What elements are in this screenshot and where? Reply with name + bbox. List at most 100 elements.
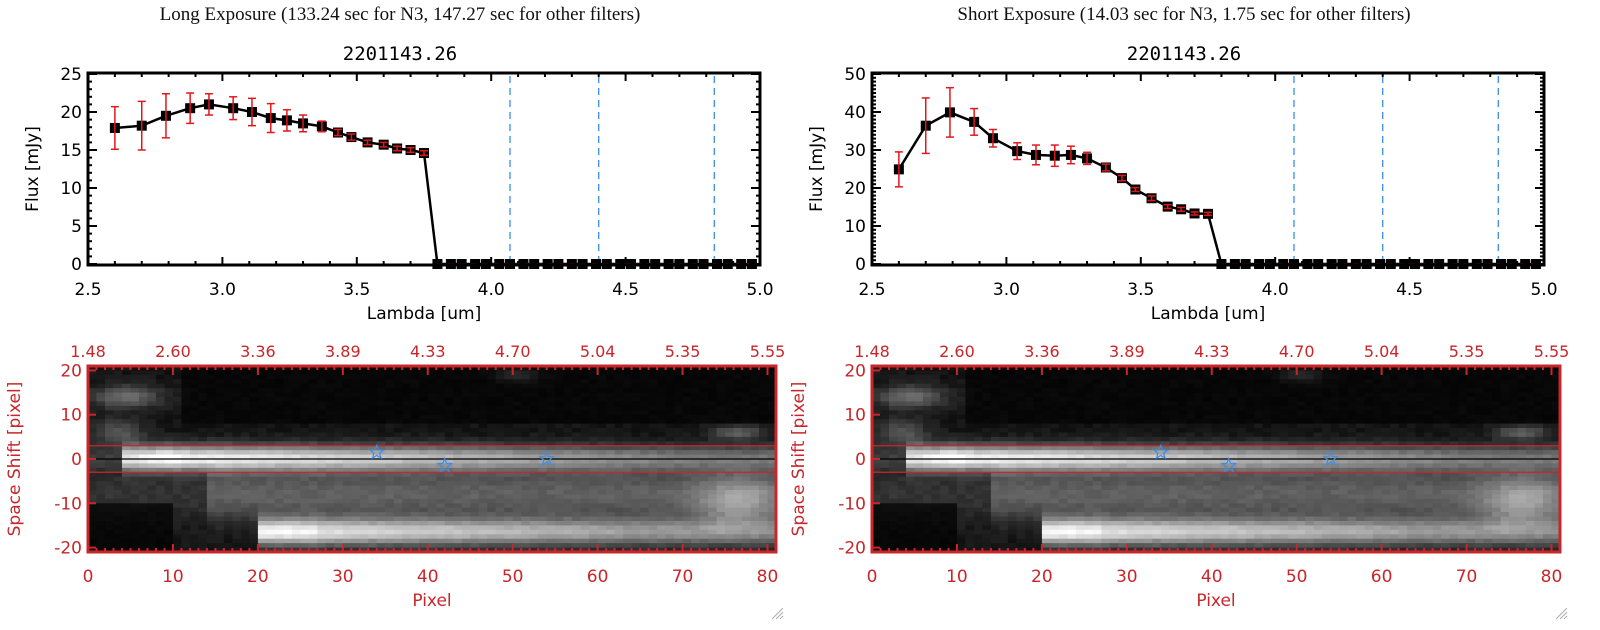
image-pixel — [470, 507, 480, 513]
image-pixel — [206, 516, 216, 522]
image-pixel — [274, 538, 284, 544]
image-pixel — [699, 521, 709, 527]
image-pixel — [691, 538, 701, 544]
image-pixel — [402, 507, 412, 513]
image-pixel — [563, 490, 573, 496]
image-pixel — [257, 436, 267, 442]
image-pixel — [198, 547, 208, 553]
image-pixel — [1007, 370, 1017, 376]
image-pixel — [1126, 366, 1136, 372]
image-pixel — [436, 529, 446, 535]
image-pixel — [640, 392, 650, 398]
image-pixel — [1041, 410, 1051, 416]
image-pixel — [495, 547, 505, 553]
image-pixel — [113, 534, 123, 540]
image-pixel — [597, 401, 607, 407]
image-pixel — [478, 397, 488, 403]
image-pixel — [257, 543, 267, 549]
image-pixel — [555, 534, 565, 540]
image-pixel — [1373, 397, 1383, 403]
image-pixel — [623, 525, 633, 531]
image-pixel — [206, 476, 216, 482]
image-pixel — [1237, 405, 1247, 411]
image-pixel — [88, 494, 98, 500]
image-pixel — [580, 476, 590, 482]
image-pixel — [240, 507, 250, 513]
image-pixel — [351, 366, 361, 372]
image-pixel — [240, 547, 250, 553]
image-pixel — [334, 401, 344, 407]
image-pixel — [427, 534, 437, 540]
image-pixel — [555, 401, 565, 407]
image-pixel — [249, 428, 259, 434]
image-pixel — [291, 401, 301, 407]
image-pixel — [1373, 388, 1383, 394]
image-pixel — [1016, 401, 1026, 407]
image-pixel — [1330, 374, 1340, 380]
image-pixel — [767, 370, 777, 376]
image-pixel — [317, 410, 327, 416]
image-pixel — [376, 441, 386, 447]
image-pixel — [1160, 383, 1170, 389]
image-pixel — [291, 414, 301, 420]
image-pixel — [1262, 374, 1272, 380]
image-pixel — [767, 467, 777, 473]
image-pixel — [232, 476, 242, 482]
image-pixel — [529, 476, 539, 482]
image-pixel — [708, 388, 718, 394]
image-pixel — [444, 498, 454, 504]
image-pixel — [1313, 405, 1323, 411]
image-pixel — [572, 405, 582, 411]
image-pixel — [614, 379, 624, 385]
image-pixel — [767, 498, 777, 504]
image-pixel — [215, 397, 225, 403]
error-bar — [988, 128, 997, 148]
image-pixel — [444, 507, 454, 513]
image-pixel — [1245, 392, 1255, 398]
image-pixel — [266, 507, 276, 513]
image-pixel — [478, 383, 488, 389]
image-pixel — [1407, 379, 1417, 385]
image-pixel — [682, 379, 692, 385]
image-pixel — [393, 459, 403, 465]
image-pixel — [223, 507, 233, 513]
image-pixel — [130, 410, 140, 416]
image-pixel — [897, 410, 907, 416]
image-pixel — [529, 467, 539, 473]
image-pixel — [470, 485, 480, 491]
error-bar — [894, 151, 903, 188]
image-pixel — [342, 521, 352, 527]
image-pixel — [614, 485, 624, 491]
image-pixel — [512, 410, 522, 416]
image-pixel — [631, 392, 641, 398]
image-pixel — [240, 423, 250, 429]
image-pixel — [419, 445, 429, 451]
image-pixel — [674, 397, 684, 403]
image-pixel — [206, 481, 216, 487]
image-pixel — [1024, 370, 1034, 376]
image-pixel — [1526, 374, 1536, 380]
image-pixel — [325, 379, 335, 385]
image-pixel — [283, 476, 293, 482]
image-pixel — [572, 529, 582, 535]
image-pixel — [1271, 392, 1281, 398]
image-pixel — [691, 366, 701, 372]
image-pixel — [300, 459, 310, 465]
image-pixel — [1492, 388, 1502, 394]
image-pixel — [181, 432, 191, 438]
image-pixel — [640, 450, 650, 456]
image-pixel — [1347, 366, 1357, 372]
image-pixel — [478, 432, 488, 438]
image-pixel — [232, 512, 242, 518]
image-pixel — [291, 423, 301, 429]
image-pixel — [665, 454, 675, 460]
image-pixel — [538, 507, 548, 513]
image-pixel — [1483, 401, 1493, 407]
image-pixel — [385, 494, 395, 500]
image-pixel — [716, 454, 726, 460]
image-pixel — [487, 374, 497, 380]
image-pixel — [181, 507, 191, 513]
image-pixel — [1279, 374, 1289, 380]
image-pixel — [597, 392, 607, 398]
image-pixel — [96, 529, 106, 535]
